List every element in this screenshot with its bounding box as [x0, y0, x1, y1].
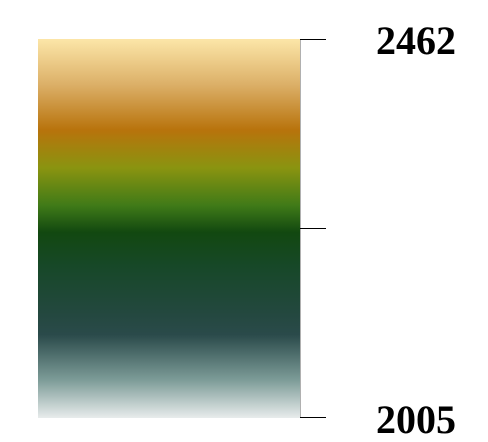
color-ramp-fill: [38, 39, 300, 418]
tick-mid: [300, 228, 326, 229]
tick-max: [300, 39, 326, 40]
color-ramp: [38, 39, 300, 418]
tick-min: [300, 417, 326, 418]
max-value-label: 2462: [376, 18, 456, 63]
min-value-label: 2005: [376, 397, 456, 442]
